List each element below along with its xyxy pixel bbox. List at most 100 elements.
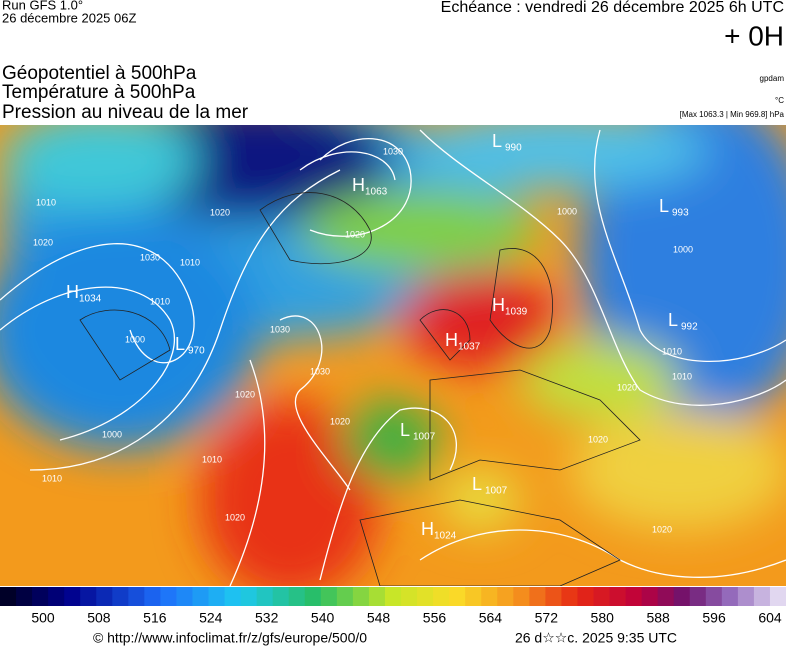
isobar-label: 1000 — [102, 429, 122, 439]
scale-label: 596 — [702, 610, 726, 626]
scale-label: 548 — [367, 610, 391, 626]
isobar-label: 1010 — [662, 346, 682, 356]
scale-swatch — [481, 587, 498, 606]
scale-swatch — [657, 587, 675, 606]
scale-swatch — [689, 587, 707, 606]
scale-swatch — [144, 587, 161, 606]
center-letter: L — [175, 334, 185, 354]
center-letter: H — [421, 519, 434, 539]
scale-swatch — [401, 587, 418, 606]
center-pressure: 1034 — [79, 294, 102, 305]
scale-swatch — [224, 587, 242, 606]
scale-swatch — [176, 587, 193, 606]
scale-swatch — [48, 587, 65, 606]
scale-swatch — [721, 587, 739, 606]
isobar-label: 1030 — [270, 324, 290, 334]
isobar-label: 1020 — [33, 237, 53, 247]
scale-swatch — [577, 587, 595, 606]
center-letter: H — [66, 282, 79, 302]
isobar-label: 1010 — [672, 371, 692, 381]
scale-swatch — [625, 587, 643, 606]
scale-swatch — [128, 587, 145, 606]
isobar-label: 1010 — [42, 473, 62, 483]
scale-swatch — [368, 587, 386, 606]
center-pressure: 1037 — [458, 342, 481, 353]
scale-swatch — [609, 587, 627, 606]
scale-swatch — [641, 587, 659, 606]
isobar-label: 1010 — [36, 197, 56, 207]
isobar-label: 1020 — [225, 512, 245, 522]
center-letter: H — [352, 175, 365, 195]
scale-swatch — [304, 587, 322, 606]
center-letter: L — [492, 131, 502, 151]
field: Géopotentiel à 500hPa — [2, 63, 197, 84]
scale-label: 572 — [535, 610, 559, 626]
scale-swatch — [465, 587, 482, 606]
scale-label: 540 — [311, 610, 335, 626]
echeance: Echéance : vendredi 26 décembre 2025 6h … — [441, 0, 784, 16]
scale-label: 580 — [591, 610, 615, 626]
center-pressure: 993 — [672, 208, 689, 219]
scale-swatch — [449, 587, 466, 606]
scale-swatch — [753, 587, 771, 606]
run-date: 26 décembre 2025 06Z — [2, 10, 136, 25]
center-pressure: 990 — [505, 143, 522, 154]
scale-swatch — [352, 587, 370, 606]
isobar-label: 1000 — [125, 334, 145, 344]
unit: [Max 1063.3 | Min 969.8] hPa — [680, 110, 785, 119]
center-letter: L — [659, 196, 669, 216]
isobar-label: 1030 — [383, 146, 403, 156]
unit: gpdam — [760, 74, 785, 83]
center-pressure: 970 — [188, 346, 205, 357]
scale-label: 516 — [143, 610, 167, 626]
scale-swatch — [208, 587, 226, 606]
unit: °C — [775, 96, 784, 105]
scale-label: 508 — [87, 610, 111, 626]
center-pressure: 1007 — [413, 432, 436, 443]
scale-swatch — [240, 587, 258, 606]
isobar-label: 1010 — [150, 296, 170, 306]
scale-swatch — [160, 587, 177, 606]
field: Température à 500hPa — [2, 82, 196, 103]
scale-label: 500 — [31, 610, 55, 626]
center-pressure: 1024 — [434, 531, 457, 542]
isobar-label: 1020 — [617, 382, 637, 392]
scale-swatch — [336, 587, 354, 606]
isobar-label: 1020 — [652, 524, 672, 534]
isobar-label: 1010 — [202, 454, 222, 464]
scale-swatch — [545, 587, 562, 606]
isobar-label: 1020 — [588, 434, 608, 444]
center-letter: L — [472, 474, 482, 494]
scale-swatch — [497, 587, 514, 606]
scale-swatch — [320, 587, 338, 606]
scale-swatch — [16, 587, 33, 606]
scale-swatch — [192, 587, 210, 606]
isobar-label: 1010 — [180, 257, 200, 267]
center-letter: H — [445, 330, 458, 350]
offset: + 0H — [724, 20, 784, 51]
scale-swatch — [673, 587, 691, 606]
scale-swatch — [32, 587, 49, 606]
scale-swatch — [705, 587, 723, 606]
scale-label: 564 — [479, 610, 503, 626]
scale-swatch — [561, 587, 578, 606]
scale-label: 556 — [423, 610, 447, 626]
center-letter: L — [668, 310, 678, 330]
scale-swatch — [433, 587, 450, 606]
scale-label: 524 — [199, 610, 223, 626]
isobar-label: 1000 — [557, 206, 577, 216]
scale-swatch — [529, 587, 546, 606]
scale-swatch — [272, 587, 290, 606]
center-letter: H — [492, 295, 505, 315]
run: Run GFS 1.0° — [2, 0, 83, 12]
field: Pression au niveau de la mer — [2, 102, 249, 123]
isobar-label: 1030 — [140, 252, 160, 262]
isobar-label: 1020 — [210, 207, 230, 217]
footer-time: 26 d☆☆c. 2025 9:35 UTC — [515, 630, 677, 646]
scale-label: 604 — [758, 610, 782, 626]
scale-swatch — [288, 587, 306, 606]
scale-label: 532 — [255, 610, 279, 626]
